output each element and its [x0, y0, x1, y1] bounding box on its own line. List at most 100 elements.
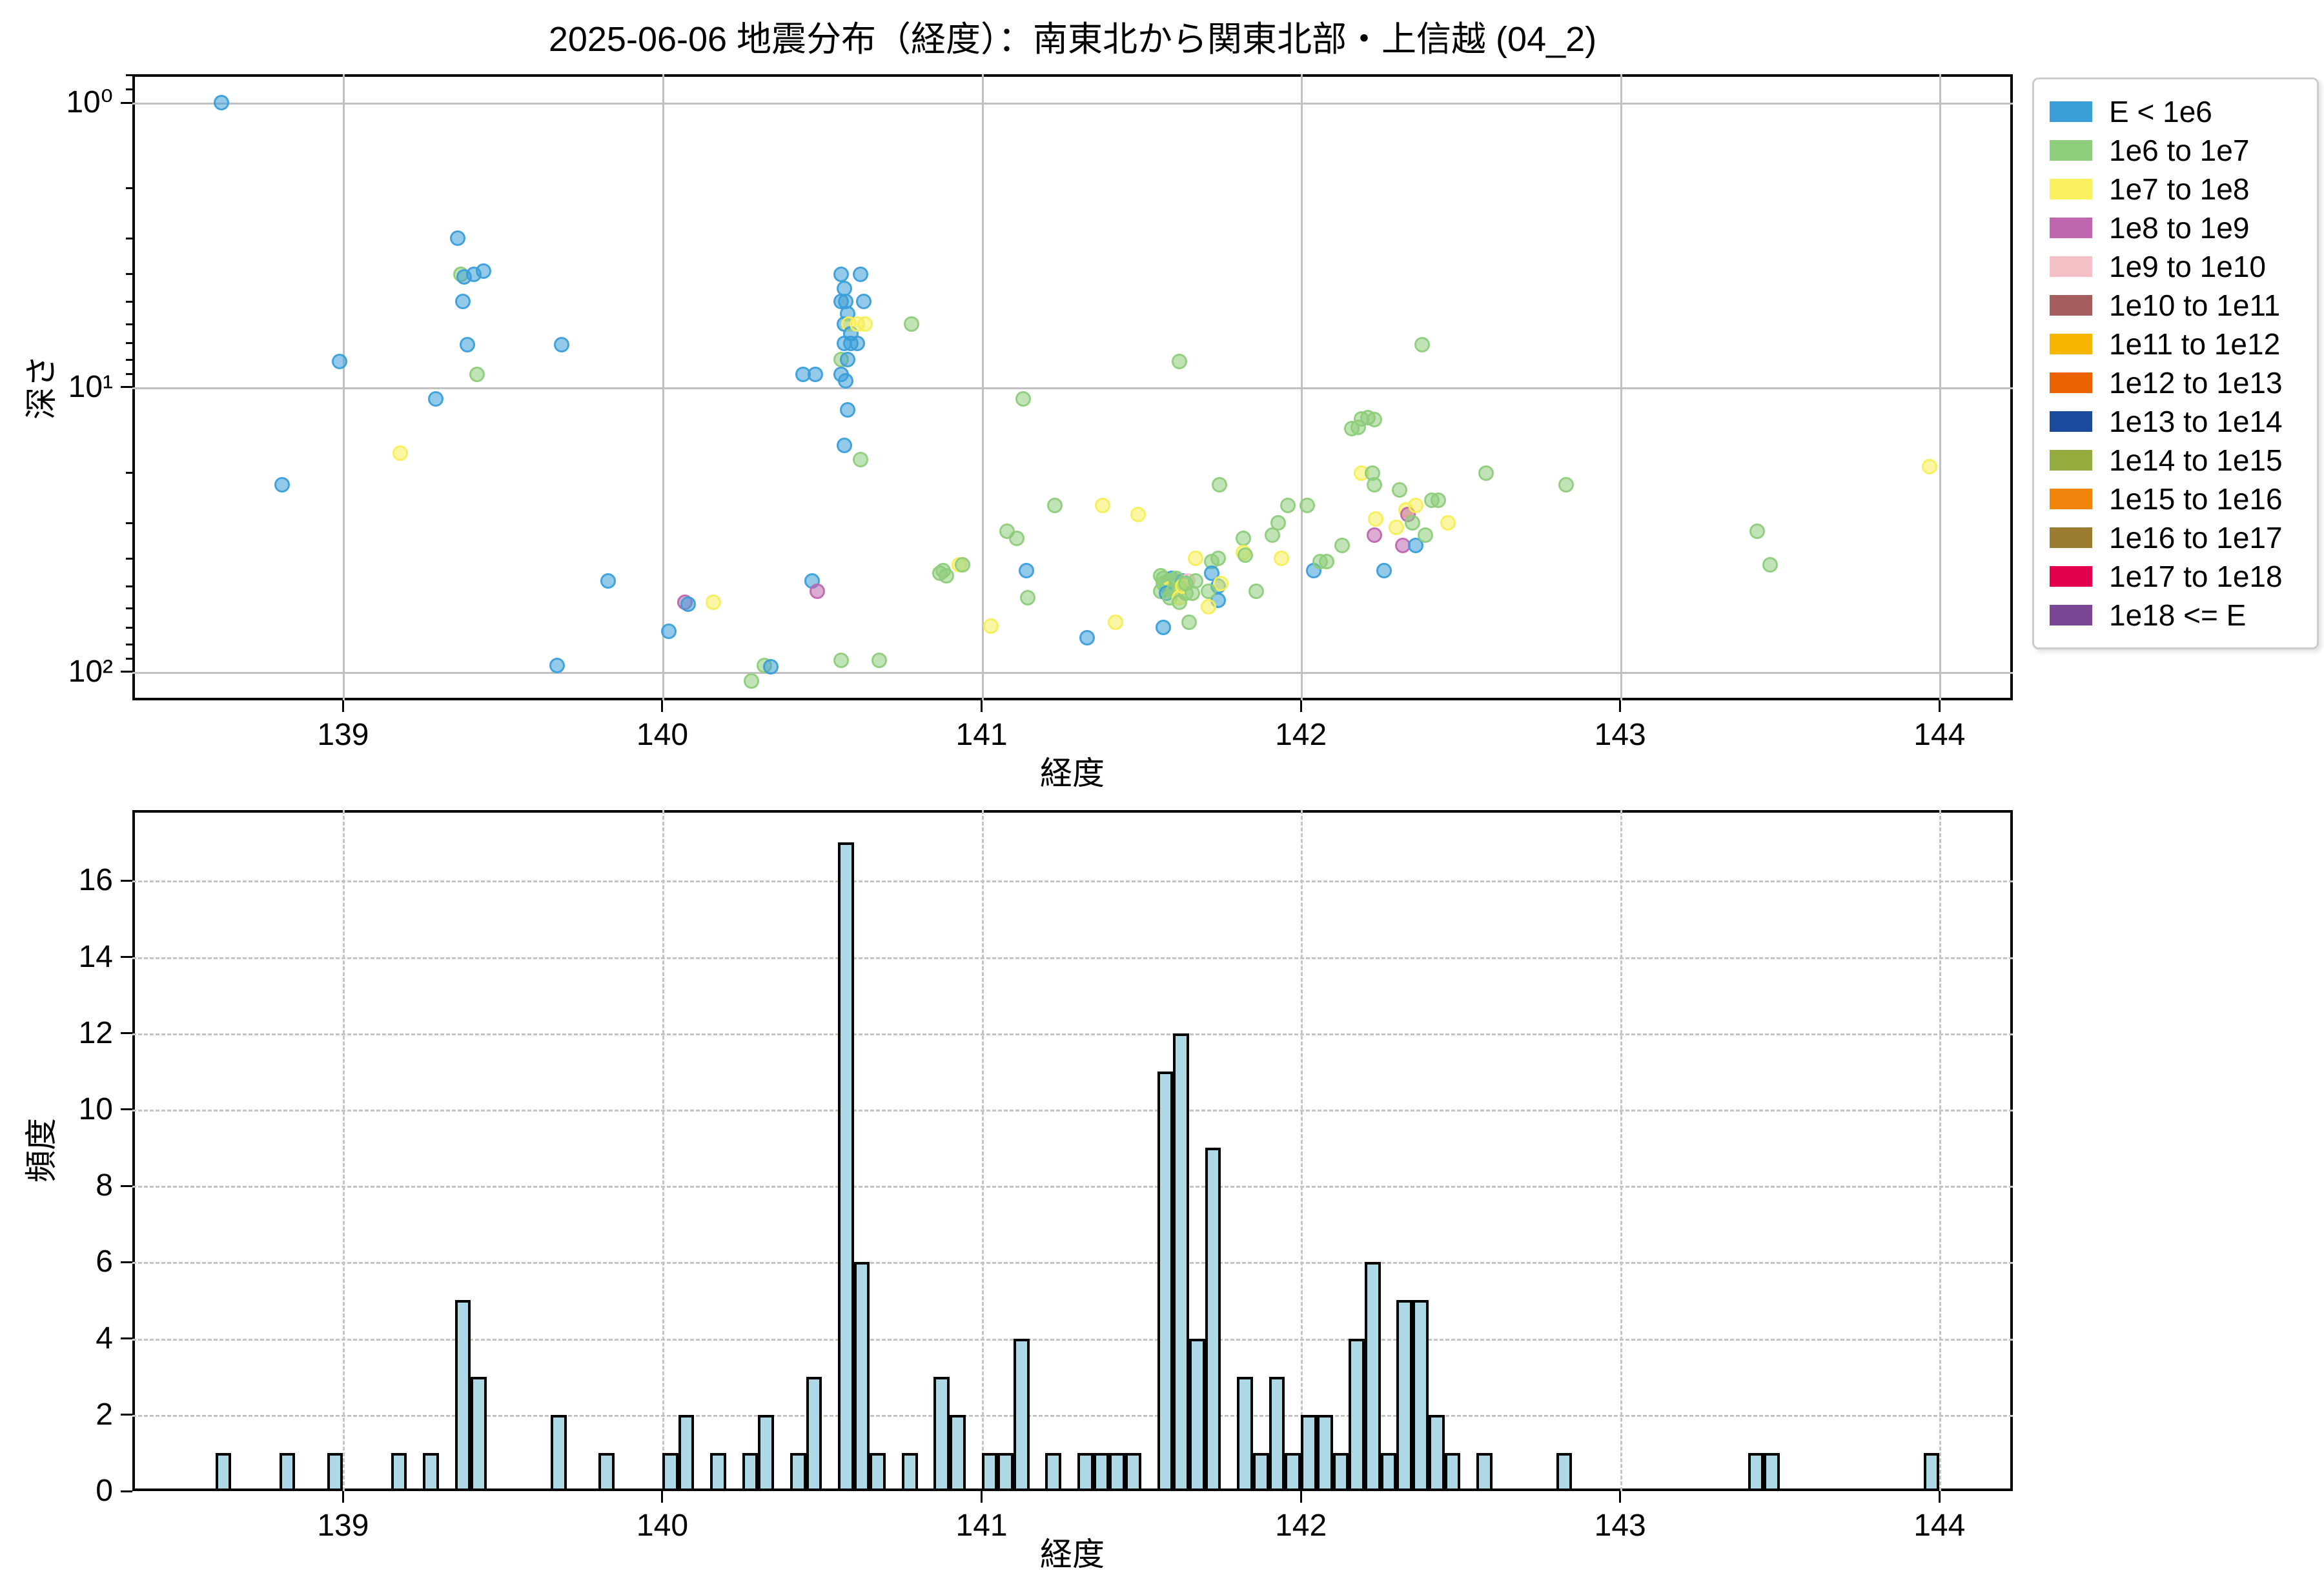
scatter-point: [1187, 551, 1203, 567]
y-tick-label: 10⁰: [66, 85, 113, 120]
y-tick: [121, 671, 132, 673]
legend-label: 1e15 to 1e16: [2109, 482, 2283, 516]
scatter-point: [763, 658, 779, 675]
y-minor-tick: [126, 342, 132, 345]
y-tick-label: 10²: [68, 654, 113, 689]
y-tick-label: 6: [96, 1245, 113, 1279]
y-minor-tick: [126, 607, 132, 610]
scatter-point: [1095, 497, 1111, 513]
legend-label: 1e13 to 1e14: [2109, 405, 2283, 438]
scatter-ylabel: 深さ: [23, 355, 59, 420]
scatter-point: [680, 596, 696, 613]
legend-swatch-icon: [2050, 372, 2092, 393]
legend-entry: 1e18 <= E: [2050, 596, 2301, 635]
histogram-bar: [678, 1414, 695, 1491]
x-tick-label: 143: [1594, 1509, 1646, 1543]
scatter-point: [1212, 476, 1227, 493]
x-tick-label: 140: [636, 1509, 689, 1543]
scatter-point: [1018, 562, 1034, 578]
legend-swatch-icon: [2050, 179, 2092, 199]
legend-swatch-icon: [2050, 256, 2092, 277]
legend-entry: 1e13 to 1e14: [2050, 402, 2301, 441]
x-tick: [981, 700, 983, 712]
scatter-point: [427, 391, 443, 407]
scatter-point: [1376, 562, 1392, 578]
scatter-point: [706, 594, 722, 611]
scatter-point: [839, 401, 855, 418]
y-tick: [121, 386, 132, 389]
histogram-bar: [806, 1376, 822, 1491]
y-minor-tick: [126, 658, 132, 660]
y-minor-tick: [126, 522, 132, 524]
x-tick-label: 140: [636, 718, 689, 752]
histogram-bar: [1109, 1452, 1126, 1491]
legend-swatch-icon: [2050, 605, 2092, 625]
legend-label: 1e16 to 1e17: [2109, 521, 2283, 554]
scatter-point: [1248, 583, 1264, 599]
y-minor-tick: [126, 585, 132, 587]
histogram-bar: [758, 1414, 775, 1491]
scatter-point: [809, 583, 825, 599]
x-tick: [1619, 1491, 1622, 1503]
scatter-point: [1270, 515, 1287, 531]
x-tick-label: 144: [1913, 1509, 1966, 1543]
legend-label: 1e8 to 1e9: [2109, 211, 2250, 245]
y-tick: [121, 101, 132, 104]
scatter-point: [852, 452, 868, 468]
scatter-gridline: [132, 387, 2013, 389]
y-tick-label: 8: [96, 1168, 113, 1203]
x-tick: [1938, 700, 1941, 712]
scatter-point: [1440, 515, 1456, 531]
scatter-point: [1334, 538, 1351, 554]
y-minor-tick: [126, 323, 132, 325]
legend-entry: 1e6 to 1e7: [2050, 131, 2301, 170]
legend-label: 1e11 to 1e12: [2109, 327, 2281, 361]
histogram-bar: [1189, 1338, 1205, 1491]
y-tick: [121, 1490, 132, 1492]
legend-label: 1e7 to 1e8: [2109, 172, 2250, 206]
histogram-bar: [853, 1262, 870, 1491]
x-tick-label: 139: [317, 718, 369, 752]
scatter-point: [1389, 519, 1405, 535]
histogram-bar: [1269, 1376, 1285, 1491]
scatter-point: [1405, 515, 1421, 531]
histogram-bar: [710, 1452, 726, 1491]
histogram-bar: [742, 1452, 759, 1491]
x-tick: [341, 1491, 344, 1503]
scatter-point: [454, 294, 471, 310]
histogram-bar: [423, 1452, 439, 1491]
scatter-point: [1130, 507, 1146, 523]
histogram-bar: [1396, 1300, 1413, 1491]
legend-swatch-icon: [2050, 411, 2092, 432]
hist-gridline: [132, 957, 2013, 959]
scatter-point: [1366, 476, 1382, 493]
scatter-point: [1392, 482, 1408, 498]
y-tick-label: 2: [96, 1397, 113, 1432]
histogram-plot-area: [132, 810, 2013, 1491]
y-minor-tick: [126, 74, 132, 76]
x-tick: [661, 1491, 664, 1503]
histogram-bar: [279, 1452, 296, 1491]
histogram-bar: [1316, 1414, 1333, 1491]
histogram-bar: [981, 1452, 998, 1491]
y-minor-tick: [126, 187, 132, 190]
legend-entry: 1e12 to 1e13: [2050, 363, 2301, 402]
scatter-point: [1020, 590, 1036, 606]
legend-entry: E < 1e6: [2050, 92, 2301, 131]
scatter-point: [1210, 551, 1226, 567]
x-tick: [1300, 700, 1302, 712]
scatter-point: [549, 657, 565, 673]
histogram-bar: [1412, 1300, 1429, 1491]
y-tick-label: 14: [78, 939, 113, 974]
x-tick-label: 144: [1913, 718, 1966, 752]
scatter-gridline: [132, 103, 2013, 105]
scatter-point: [852, 266, 868, 282]
legend-entry: 1e16 to 1e17: [2050, 518, 2301, 557]
histogram-bar: [950, 1414, 966, 1491]
legend-entry: 1e11 to 1e12: [2050, 325, 2301, 363]
x-tick-label: 143: [1594, 718, 1646, 752]
scatter-point: [1200, 598, 1216, 615]
hist-gridline: [132, 1338, 2013, 1341]
x-tick: [341, 700, 344, 712]
y-minor-tick: [126, 237, 132, 239]
